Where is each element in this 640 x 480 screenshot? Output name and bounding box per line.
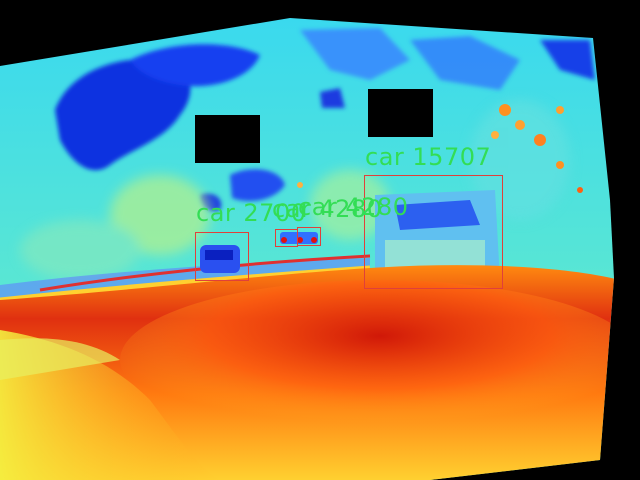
detection-box-car [297,227,321,246]
detection-box-car [364,175,503,289]
detection-label: car 4280 [272,195,383,223]
privacy-mask [195,115,260,163]
privacy-mask [368,89,433,137]
cold-sky-patches [55,28,595,212]
detection-label: car 2700 [196,199,307,227]
detection-box-car [195,232,249,281]
detection-label: car 4280 [298,193,409,221]
detection-label: car 15707 [365,143,492,171]
detection-box-car [275,229,298,247]
warm-foliage-specks [297,104,583,193]
